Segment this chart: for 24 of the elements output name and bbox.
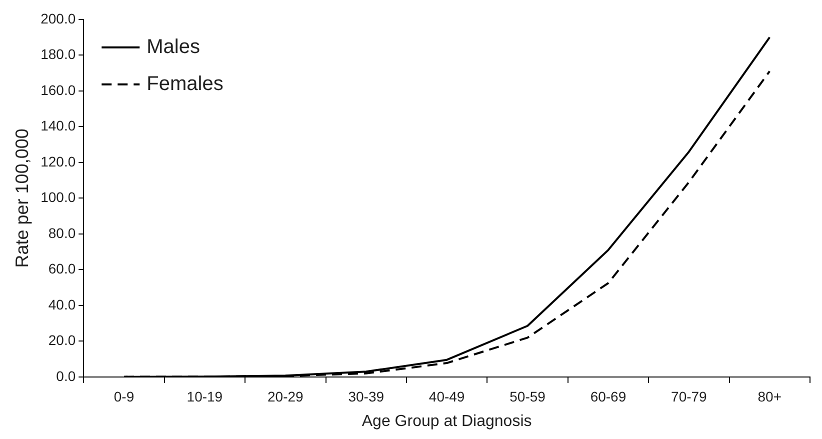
x-tick-label: 70-79	[671, 388, 708, 404]
y-tick-label: 180.0	[40, 46, 76, 62]
x-axis-title: Age Group at Diagnosis	[362, 412, 532, 430]
y-tick-label: 200.0	[40, 10, 76, 26]
y-tick-label: 80.0	[48, 224, 76, 241]
legend-label: Females	[146, 72, 224, 95]
y-tick-label: 20.0	[48, 332, 76, 348]
x-tick-label: 10-19	[186, 388, 223, 404]
y-tick-label: 120.0	[40, 153, 76, 170]
legend-label: Males	[146, 36, 200, 58]
x-tick-label: 20-29	[267, 388, 304, 404]
x-tick-label: 0-9	[114, 388, 134, 404]
y-tick-label: 60.0	[48, 260, 76, 277]
y-tick-label: 40.0	[48, 296, 76, 312]
y-axis-title: Rate per 100,000	[12, 128, 32, 268]
x-tick-label: 30-39	[348, 388, 384, 404]
y-tick-label: 140.0	[40, 118, 76, 134]
x-tick-label: 40-49	[428, 388, 465, 404]
y-tick-label: 100.0	[40, 189, 76, 206]
y-tick-label: 160.0	[40, 82, 76, 98]
x-tick-label: 60-69	[590, 388, 626, 404]
y-tick-label: 0.0	[56, 368, 76, 384]
x-tick-label: 80+	[758, 388, 782, 404]
x-tick-label: 50-59	[510, 388, 546, 404]
